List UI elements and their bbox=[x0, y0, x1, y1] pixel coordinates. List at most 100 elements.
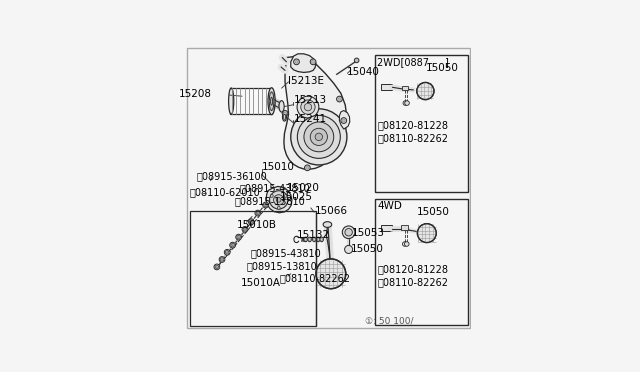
Circle shape bbox=[269, 108, 271, 110]
Text: ⒲08110-82262: ⒲08110-82262 bbox=[377, 134, 448, 144]
Ellipse shape bbox=[317, 237, 320, 242]
Circle shape bbox=[404, 242, 409, 246]
Circle shape bbox=[403, 101, 408, 105]
Circle shape bbox=[220, 258, 224, 261]
Text: 15208: 15208 bbox=[179, 89, 212, 99]
Text: 15025: 15025 bbox=[280, 192, 313, 202]
Circle shape bbox=[224, 250, 230, 255]
Circle shape bbox=[273, 195, 284, 205]
Circle shape bbox=[305, 165, 310, 171]
Ellipse shape bbox=[312, 237, 316, 242]
Circle shape bbox=[282, 110, 288, 116]
Circle shape bbox=[269, 93, 271, 94]
Circle shape bbox=[262, 202, 268, 208]
Ellipse shape bbox=[269, 92, 274, 110]
Ellipse shape bbox=[308, 237, 312, 242]
Circle shape bbox=[304, 103, 312, 111]
Polygon shape bbox=[266, 186, 292, 213]
Circle shape bbox=[237, 235, 241, 239]
Circle shape bbox=[312, 60, 314, 63]
Ellipse shape bbox=[268, 88, 275, 115]
Text: 15040: 15040 bbox=[347, 67, 380, 77]
Text: 15050: 15050 bbox=[350, 244, 383, 254]
Circle shape bbox=[215, 265, 219, 269]
Ellipse shape bbox=[228, 88, 234, 114]
Text: ①: 50 100/: ①: 50 100/ bbox=[365, 317, 413, 326]
Text: 15213: 15213 bbox=[294, 94, 327, 105]
Circle shape bbox=[272, 93, 273, 94]
Text: 2WD[0887-    ]: 2WD[0887- ] bbox=[377, 57, 449, 67]
Circle shape bbox=[295, 60, 298, 63]
Bar bbox=[381, 225, 392, 231]
Text: ⒲08120-81228: ⒲08120-81228 bbox=[377, 264, 448, 275]
Text: 15132: 15132 bbox=[296, 230, 330, 240]
Text: Ⓥ08915-36100: Ⓥ08915-36100 bbox=[196, 171, 267, 181]
Bar bbox=[401, 225, 408, 230]
Circle shape bbox=[315, 133, 323, 141]
Circle shape bbox=[284, 195, 287, 197]
Text: Ⓥ08915-13810: Ⓥ08915-13810 bbox=[235, 196, 306, 206]
Circle shape bbox=[417, 83, 434, 100]
Circle shape bbox=[310, 59, 316, 65]
Ellipse shape bbox=[279, 101, 284, 112]
Circle shape bbox=[272, 108, 273, 110]
Circle shape bbox=[256, 211, 260, 215]
Circle shape bbox=[236, 234, 241, 240]
Text: 15050: 15050 bbox=[426, 62, 458, 73]
Circle shape bbox=[276, 198, 281, 202]
Circle shape bbox=[298, 115, 340, 158]
Circle shape bbox=[338, 97, 341, 100]
Circle shape bbox=[306, 166, 309, 169]
Text: 15066: 15066 bbox=[314, 206, 348, 217]
Circle shape bbox=[355, 58, 359, 63]
Text: ⒲08110-82262: ⒲08110-82262 bbox=[377, 278, 448, 288]
Bar bbox=[375, 199, 468, 326]
Circle shape bbox=[301, 100, 315, 114]
Circle shape bbox=[270, 195, 273, 197]
Bar bbox=[375, 55, 468, 192]
Polygon shape bbox=[291, 54, 316, 73]
Polygon shape bbox=[230, 88, 272, 114]
Ellipse shape bbox=[282, 112, 287, 121]
Circle shape bbox=[291, 109, 347, 165]
Circle shape bbox=[297, 96, 319, 118]
Text: ⒲08110-82262: ⒲08110-82262 bbox=[279, 273, 350, 283]
Text: Ⓥ08915-13810: Ⓥ08915-13810 bbox=[246, 261, 317, 271]
Circle shape bbox=[219, 257, 225, 262]
Circle shape bbox=[417, 224, 436, 243]
Text: 15050: 15050 bbox=[417, 207, 450, 217]
Circle shape bbox=[316, 259, 346, 289]
Text: 15241: 15241 bbox=[294, 113, 327, 124]
Circle shape bbox=[242, 227, 248, 232]
Ellipse shape bbox=[323, 222, 332, 227]
Circle shape bbox=[294, 59, 300, 65]
Polygon shape bbox=[339, 110, 350, 129]
Circle shape bbox=[269, 191, 288, 209]
Circle shape bbox=[273, 100, 275, 102]
Circle shape bbox=[304, 122, 333, 152]
Ellipse shape bbox=[271, 97, 273, 105]
Text: ⒲08120-81228: ⒲08120-81228 bbox=[377, 121, 448, 131]
Text: 15053: 15053 bbox=[352, 228, 385, 238]
Circle shape bbox=[255, 210, 260, 216]
Bar bbox=[190, 211, 316, 326]
Circle shape bbox=[264, 203, 268, 207]
Circle shape bbox=[342, 119, 345, 122]
Circle shape bbox=[225, 251, 229, 254]
Text: Ⓥ08915-43810: Ⓥ08915-43810 bbox=[240, 183, 310, 193]
Circle shape bbox=[345, 228, 353, 236]
Circle shape bbox=[248, 219, 254, 225]
Text: 15010: 15010 bbox=[262, 162, 294, 172]
Polygon shape bbox=[284, 56, 347, 169]
Circle shape bbox=[268, 100, 269, 102]
Text: 15020: 15020 bbox=[287, 183, 319, 193]
Circle shape bbox=[231, 243, 234, 247]
Circle shape bbox=[310, 128, 328, 145]
Ellipse shape bbox=[320, 237, 323, 242]
Ellipse shape bbox=[304, 237, 307, 242]
Text: ⒲08110-62010: ⒲08110-62010 bbox=[190, 187, 260, 197]
Circle shape bbox=[243, 228, 246, 231]
Bar bbox=[402, 86, 408, 90]
Circle shape bbox=[342, 226, 355, 238]
Circle shape bbox=[341, 118, 347, 124]
